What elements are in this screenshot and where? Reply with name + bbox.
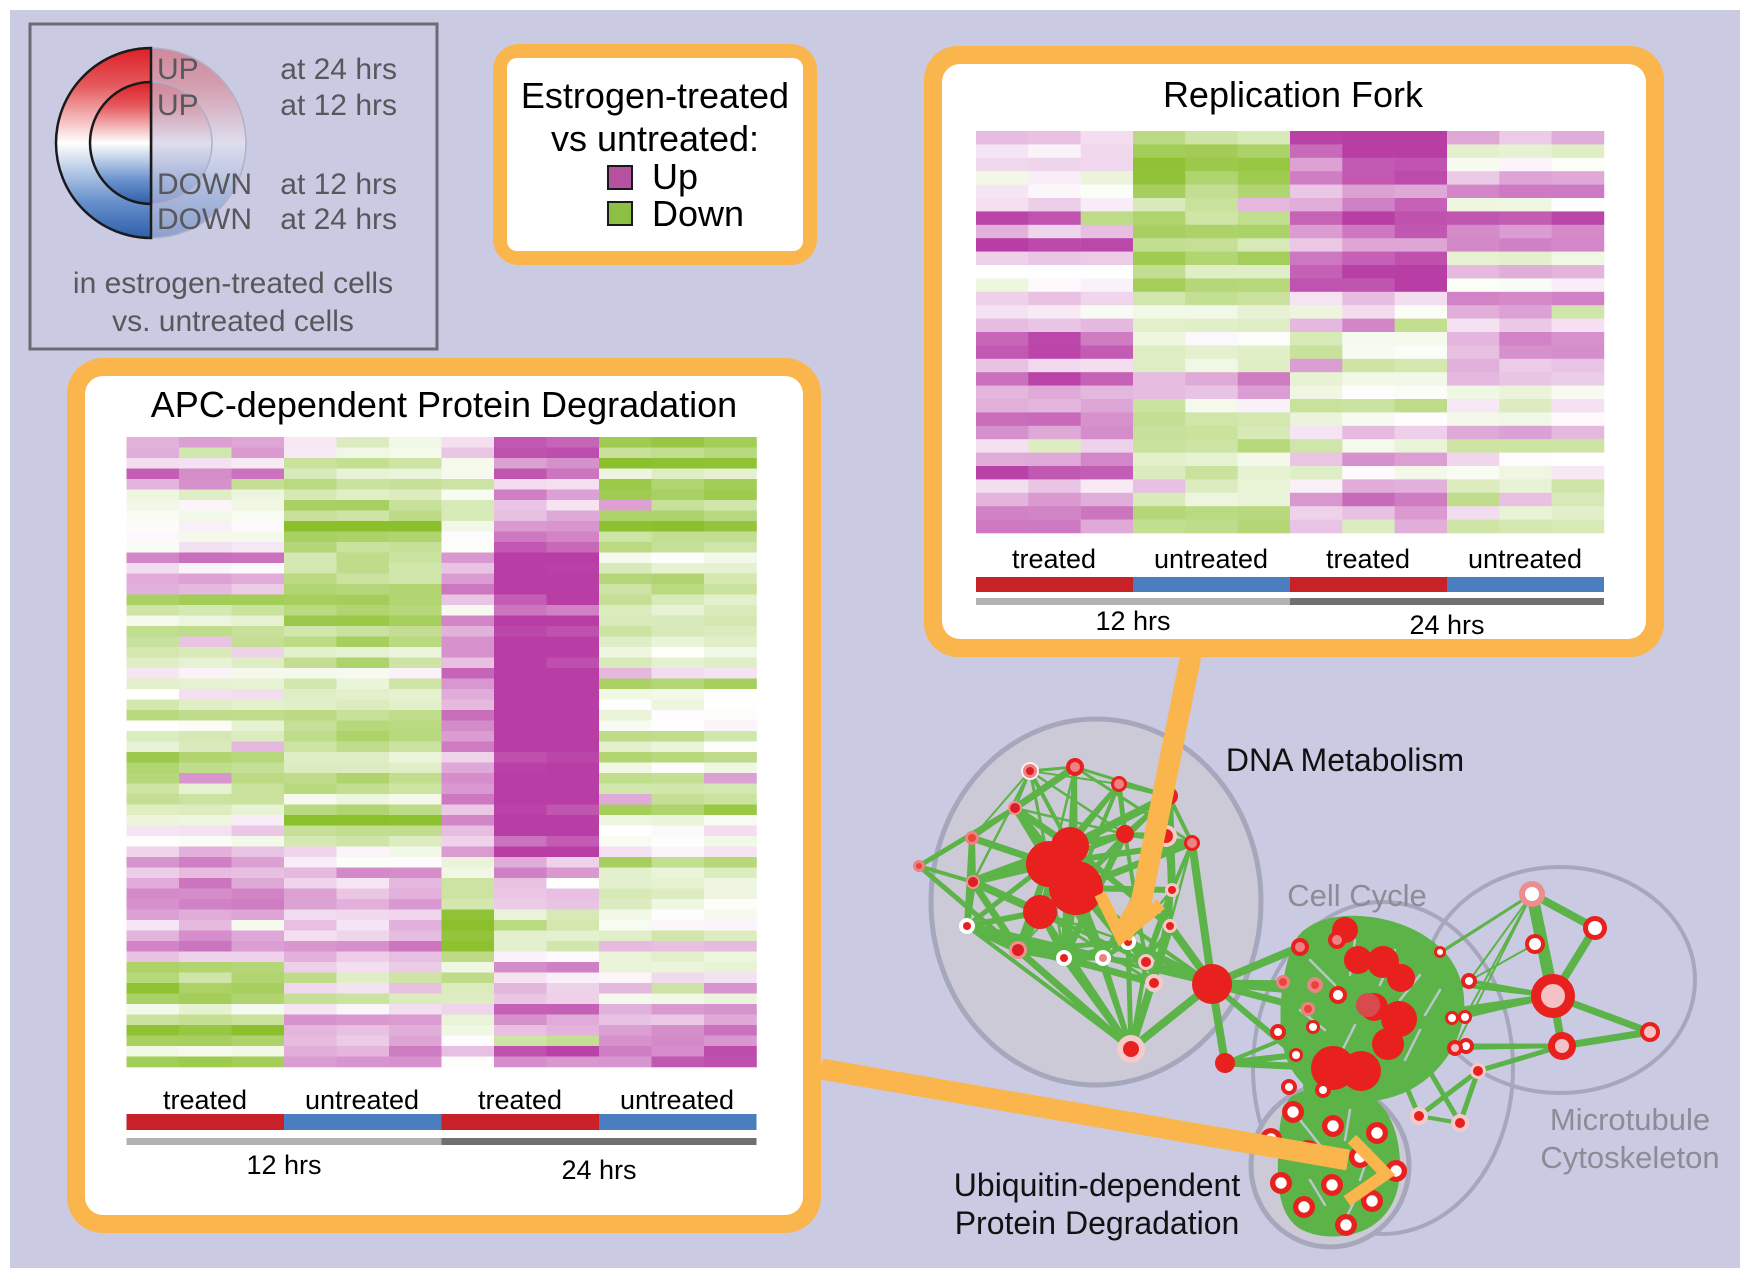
svg-text:treated: treated	[163, 1085, 247, 1115]
svg-text:at 24 hrs: at 24 hrs	[280, 53, 397, 86]
svg-text:in estrogen-treated cells: in estrogen-treated cells	[73, 267, 393, 300]
svg-text:Ubiquitin-dependent: Ubiquitin-dependent	[954, 1167, 1241, 1203]
svg-text:at 12 hrs: at 12 hrs	[280, 89, 397, 122]
svg-text:Cytoskeleton: Cytoskeleton	[1540, 1140, 1719, 1175]
svg-text:UP: UP	[157, 89, 199, 122]
svg-text:UP: UP	[157, 53, 199, 86]
svg-text:Cell Cycle: Cell Cycle	[1287, 878, 1427, 913]
svg-text:untreated: untreated	[1468, 544, 1582, 574]
svg-text:Down: Down	[652, 193, 744, 234]
svg-text:at 24 hrs: at 24 hrs	[280, 203, 397, 236]
svg-text:12 hrs: 12 hrs	[246, 1150, 321, 1180]
svg-text:24 hrs: 24 hrs	[561, 1155, 636, 1185]
svg-text:24 hrs: 24 hrs	[1409, 610, 1484, 640]
svg-text:at 12 hrs: at 12 hrs	[280, 168, 397, 201]
svg-text:Up: Up	[652, 156, 698, 197]
svg-text:Replication Fork: Replication Fork	[1163, 74, 1424, 115]
svg-text:Microtubule: Microtubule	[1550, 1102, 1710, 1137]
svg-text:untreated: untreated	[1154, 544, 1268, 574]
svg-text:12 hrs: 12 hrs	[1095, 606, 1170, 636]
svg-text:Estrogen-treated: Estrogen-treated	[521, 75, 789, 116]
svg-text:DOWN: DOWN	[157, 168, 252, 201]
svg-text:Protein Degradation: Protein Degradation	[955, 1205, 1240, 1241]
svg-text:DNA Metabolism: DNA Metabolism	[1226, 742, 1464, 778]
svg-text:vs. untreated cells: vs. untreated cells	[112, 305, 354, 338]
svg-text:APC-dependent Protein Degradat: APC-dependent Protein Degradation	[151, 384, 737, 425]
svg-text:vs untreated:: vs untreated:	[551, 118, 759, 159]
svg-text:untreated: untreated	[620, 1085, 734, 1115]
svg-text:DOWN: DOWN	[157, 203, 252, 236]
svg-text:treated: treated	[1012, 544, 1096, 574]
svg-text:treated: treated	[1326, 544, 1410, 574]
svg-text:untreated: untreated	[305, 1085, 419, 1115]
svg-text:treated: treated	[478, 1085, 562, 1115]
